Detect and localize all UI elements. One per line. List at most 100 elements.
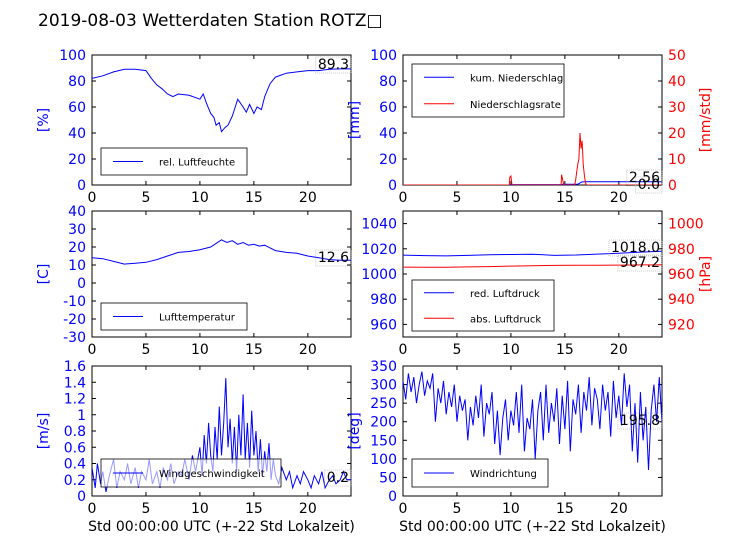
- series-line-1: [403, 264, 662, 268]
- current-value-label: 1018.0: [611, 240, 660, 256]
- current-value-box: [608, 239, 663, 257]
- x-tick-label: 5: [452, 190, 461, 206]
- y-tick-label: 50: [379, 470, 397, 486]
- y-tick-label: 30: [68, 222, 86, 238]
- y2-axis-label: [hPa]: [698, 256, 714, 292]
- current-value-box: [315, 56, 352, 74]
- x-tick-label: 10: [502, 190, 520, 206]
- y-axis-label: [mm]: [347, 101, 363, 139]
- x-tick-label: 15: [245, 501, 263, 517]
- y-tick-label: 40: [68, 204, 86, 220]
- legend-label: rel. Luftfeuchte: [159, 158, 235, 169]
- y-axis-label: [m/s]: [36, 413, 52, 450]
- current-value-label: 2.56: [629, 170, 660, 186]
- x-tick-label: 0: [399, 342, 408, 358]
- x-tick-label: 15: [556, 342, 574, 358]
- legend-label: Niederschlagsrate: [470, 100, 561, 111]
- current-value-box: [324, 469, 352, 487]
- x-tick-label: 10: [191, 501, 209, 517]
- current-value-label: 967.2: [620, 255, 660, 271]
- current-value-label: 195.8: [620, 413, 660, 429]
- y-tick-label: -20: [63, 312, 86, 328]
- x-tick-label: 15: [245, 342, 263, 358]
- legend-box: [411, 63, 565, 118]
- y-tick-label: 1: [77, 408, 86, 424]
- y-tick-label: 0: [77, 276, 86, 292]
- y-tick-label: 40: [379, 126, 397, 142]
- y-axis-label: [%]: [36, 108, 52, 132]
- y-tick-label: 0.4: [64, 457, 86, 473]
- x-axis-label: Std 00:00:00 UTC (+-22 Std Lokalzeit): [399, 519, 666, 535]
- y-tick-label: 40: [68, 126, 86, 142]
- panel-windspeed: 0 5 10 15 2000.20.40.60.811.21.41.6[m/s]Std …: [36, 359, 355, 535]
- y-tick-label: 200: [370, 415, 397, 431]
- y-tick-label: -10: [63, 294, 86, 310]
- x-tick-label: 5: [452, 342, 461, 358]
- panel-pressure: 0 5 10 15 20 960 980 1000 1020 1040 920 940 960 980 10…: [361, 210, 714, 358]
- y-tick-label: 0.2: [64, 473, 86, 489]
- y-tick-label: 0: [77, 489, 86, 505]
- x-tick-label: 15: [556, 501, 574, 517]
- y-tick-label: 1040: [361, 217, 397, 233]
- y-tick-label: 20: [68, 152, 86, 168]
- legend-label: Windgeschwindigkeit: [159, 469, 265, 480]
- legend-box: [411, 279, 555, 332]
- y-tick-label: 100: [59, 48, 86, 64]
- current-value-label: 0.0: [638, 177, 660, 193]
- x-tick-label: 20: [610, 342, 628, 358]
- x-tick-label: 10: [502, 501, 520, 517]
- legend-label: red. Luftdruck: [470, 289, 540, 300]
- current-value-box: [635, 176, 663, 194]
- current-value-box: [315, 249, 352, 267]
- x-tick-label: 20: [299, 190, 317, 206]
- x-tick-label: 20: [610, 501, 628, 517]
- y2-axis-label: [mm/std]: [698, 88, 714, 153]
- series-line-0: [403, 371, 662, 471]
- y-tick-label: 0.6: [64, 440, 86, 456]
- y-tick-label: 0: [388, 178, 397, 194]
- y-tick-label: 980: [370, 292, 397, 308]
- y2-tick-label: 0: [668, 178, 677, 194]
- y-tick-label: 0.8: [64, 424, 86, 440]
- y-tick-label: 80: [379, 74, 397, 90]
- x-tick-label: 15: [556, 190, 574, 206]
- legend-box: [100, 147, 248, 176]
- legend-label: Windrichtung: [470, 469, 537, 480]
- y-tick-label: 0: [77, 178, 86, 194]
- x-tick-label: 10: [191, 190, 209, 206]
- x-tick-label: 0: [88, 342, 97, 358]
- y2-tick-label: 920: [668, 317, 695, 333]
- x-tick-label: 15: [245, 190, 263, 206]
- x-tick-label: 20: [299, 342, 317, 358]
- y-tick-label: 1.2: [64, 392, 86, 408]
- y-tick-label: 350: [370, 359, 397, 375]
- x-tick-label: 5: [141, 342, 150, 358]
- y-tick-label: 1020: [361, 242, 397, 258]
- x-tick-label: 5: [452, 501, 461, 517]
- current-value-label: 0.2: [327, 470, 349, 486]
- y-tick-label: 100: [370, 452, 397, 468]
- y-tick-label: 60: [379, 100, 397, 116]
- y2-tick-label: 10: [668, 152, 686, 168]
- y2-tick-label: 1000: [668, 217, 704, 233]
- current-value-box: [617, 412, 663, 430]
- legend-label: kum. Niederschlag: [470, 73, 563, 84]
- series-line-0: [403, 250, 662, 257]
- x-tick-label: 0: [399, 501, 408, 517]
- x-tick-label: 0: [399, 190, 408, 206]
- series-line-0: [92, 68, 351, 133]
- y-tick-label: 250: [370, 396, 397, 412]
- x-tick-label: 0: [88, 190, 97, 206]
- y2-tick-label: 20: [668, 126, 686, 142]
- y-tick-label: 80: [68, 74, 86, 90]
- y-tick-label: 1000: [361, 267, 397, 283]
- y-tick-label: 150: [370, 433, 397, 449]
- y-tick-label: 960: [370, 317, 397, 333]
- x-tick-label: 20: [610, 190, 628, 206]
- series-line-1: [403, 132, 662, 185]
- y-tick-label: 60: [68, 100, 86, 116]
- series-line-0: [92, 239, 351, 265]
- y-tick-label: 20: [68, 240, 86, 256]
